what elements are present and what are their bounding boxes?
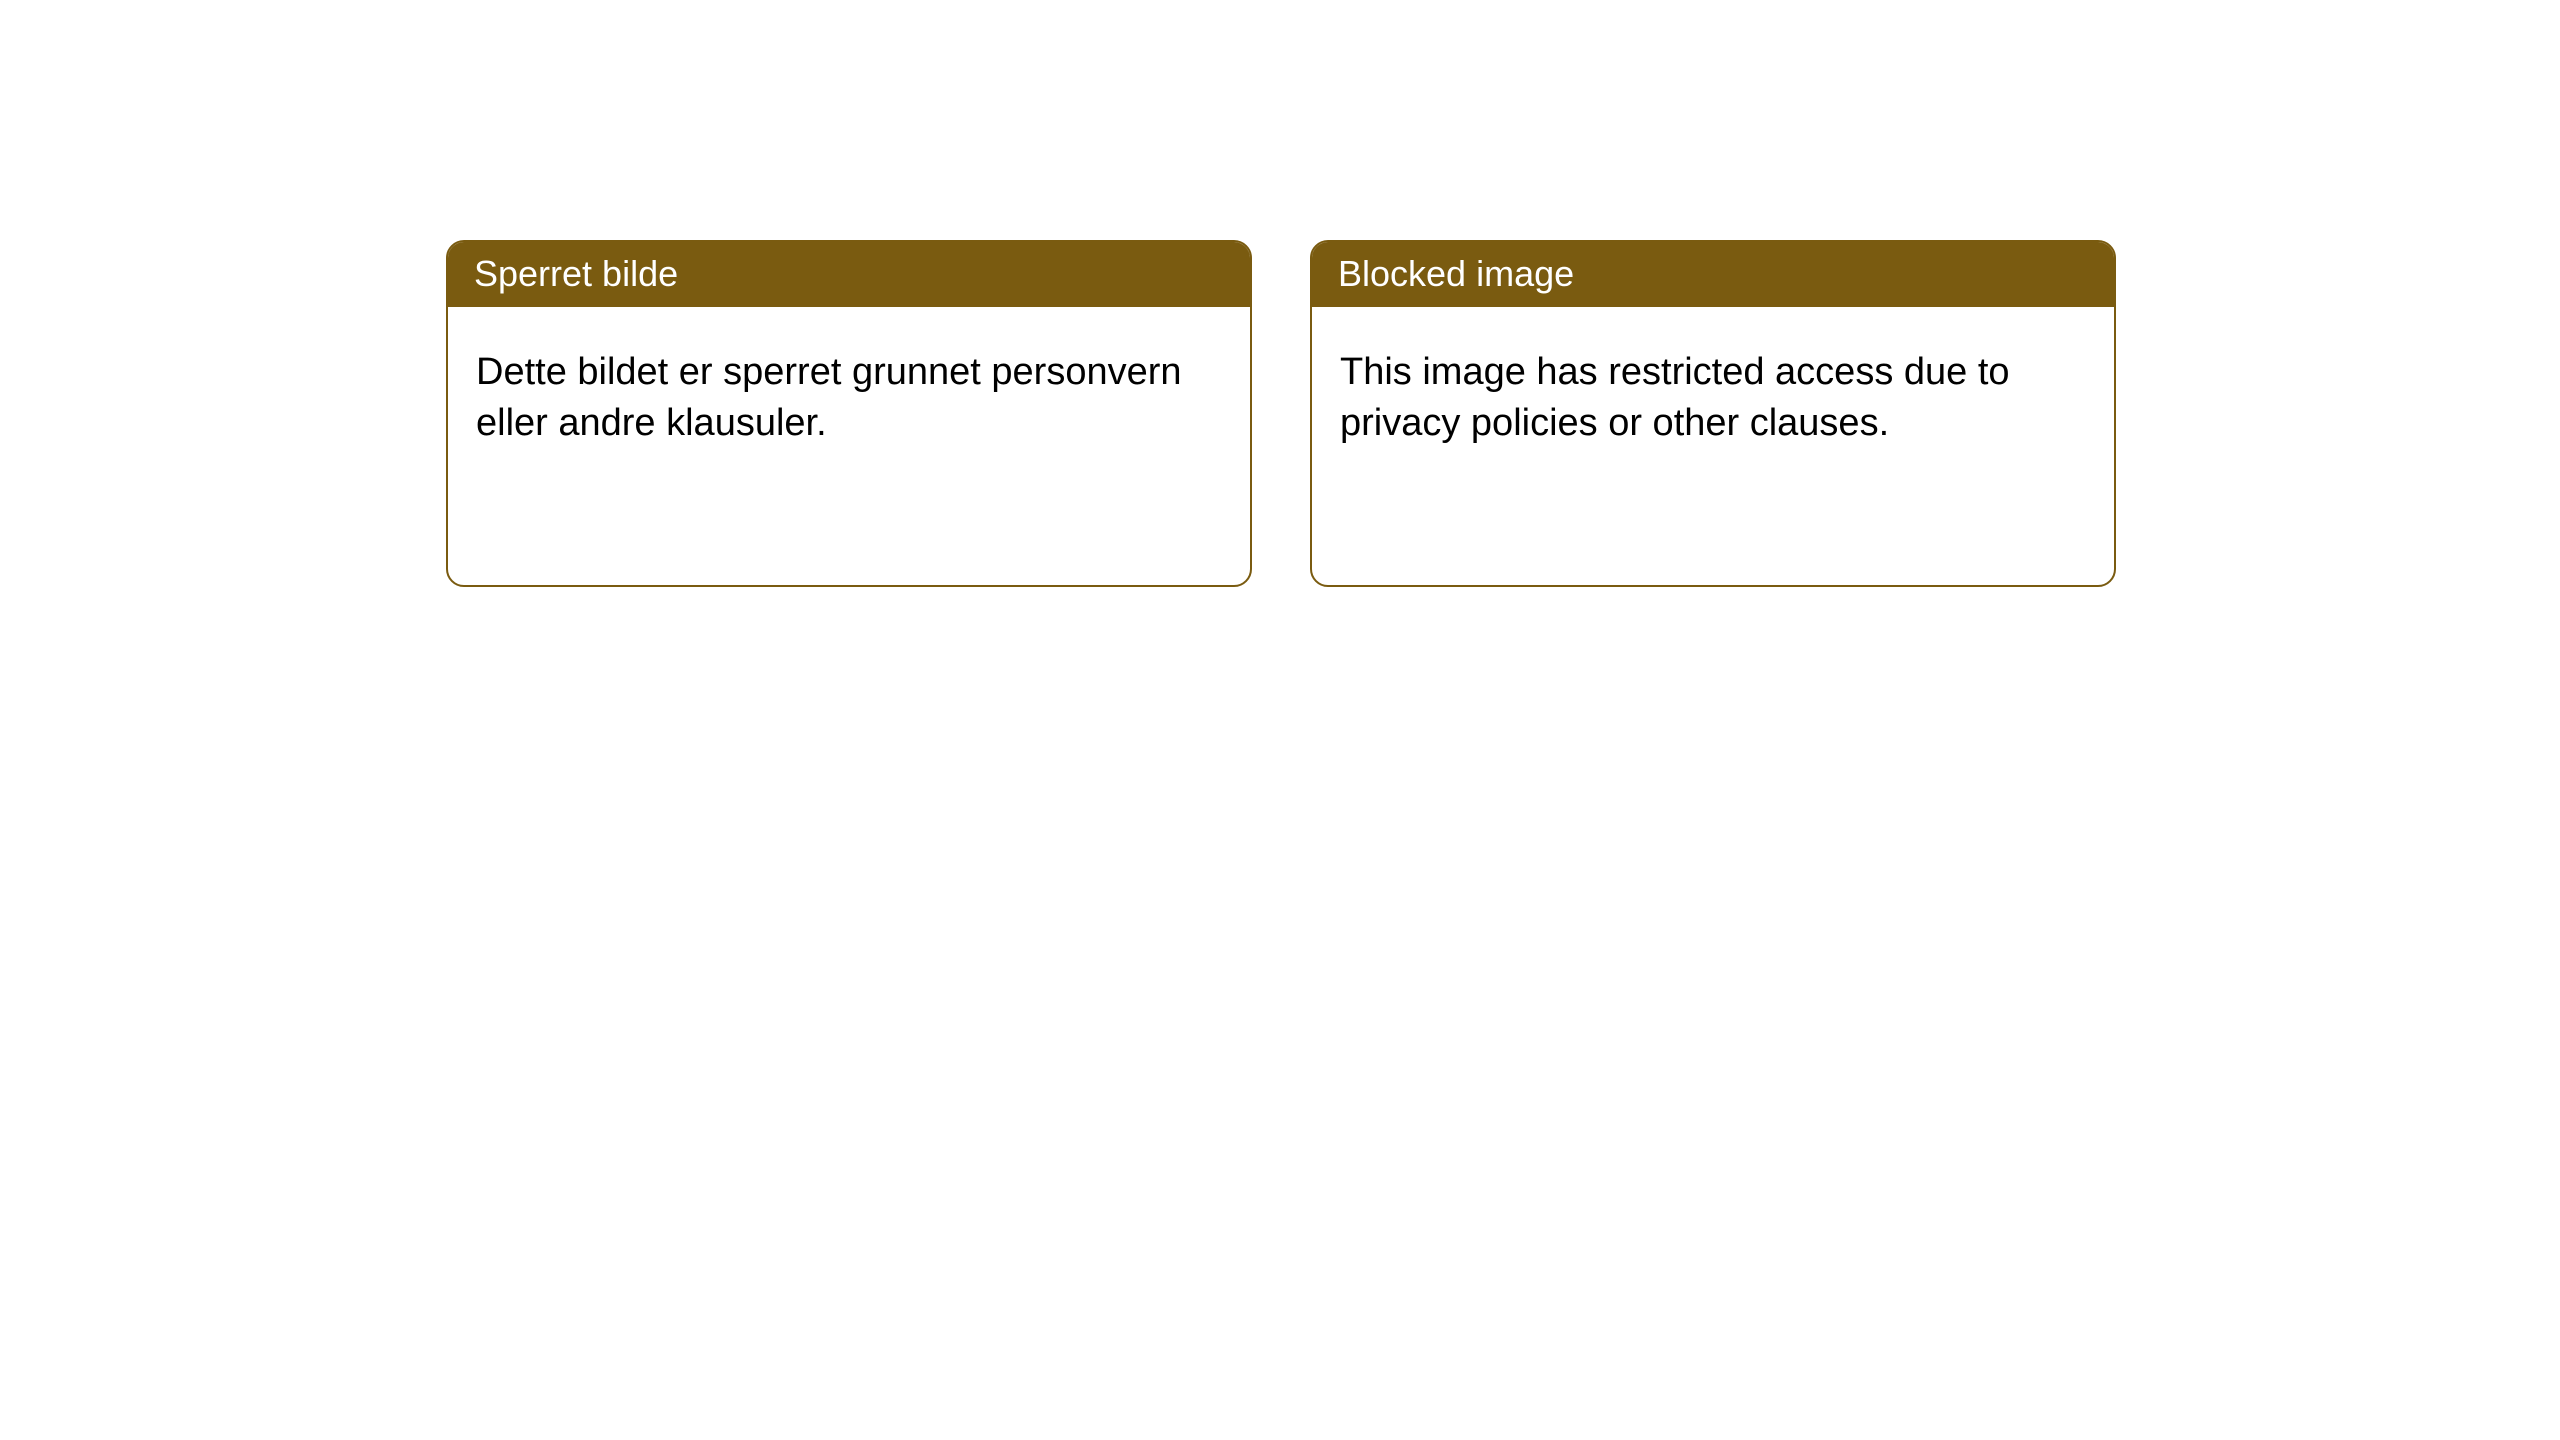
notice-card-title: Sperret bilde [448, 242, 1250, 307]
notice-card-body: This image has restricted access due to … [1312, 307, 2114, 585]
notice-card-norwegian: Sperret bilde Dette bildet er sperret gr… [446, 240, 1252, 587]
notice-card-body: Dette bildet er sperret grunnet personve… [448, 307, 1250, 585]
notice-card-title: Blocked image [1312, 242, 2114, 307]
notice-cards-container: Sperret bilde Dette bildet er sperret gr… [446, 240, 2116, 587]
notice-card-english: Blocked image This image has restricted … [1310, 240, 2116, 587]
